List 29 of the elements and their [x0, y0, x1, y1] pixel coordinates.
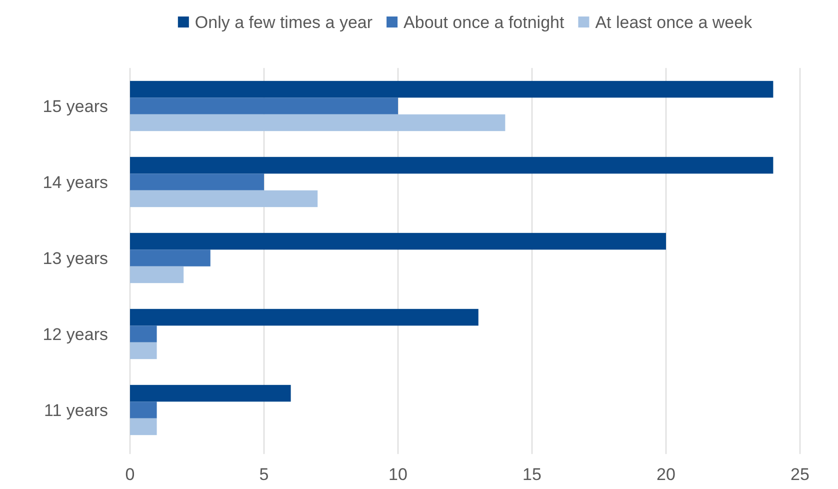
bar — [130, 250, 210, 266]
bar — [130, 308, 478, 326]
bar — [130, 418, 157, 436]
y-tick-label: 14 years — [42, 172, 108, 192]
x-tick-label: 0 — [125, 464, 135, 484]
x-tick-label: 25 — [790, 464, 810, 484]
bar — [130, 402, 157, 418]
bar — [130, 80, 774, 98]
y-tick-label: 15 years — [42, 96, 108, 116]
y-tick-label: 12 years — [42, 324, 108, 344]
legend-label: At least once a week — [595, 12, 753, 32]
y-tick-label: 11 years — [44, 400, 108, 420]
y-tick-label: 13 years — [42, 248, 108, 268]
bar — [130, 384, 291, 402]
x-tick-label: 20 — [656, 464, 676, 484]
x-tick-label: 5 — [259, 464, 269, 484]
bar — [130, 326, 157, 342]
bar — [130, 114, 506, 132]
legend-label: Only a few times a year — [194, 12, 373, 32]
bar — [130, 266, 184, 284]
bar — [130, 156, 774, 174]
x-tick-label: 15 — [522, 464, 542, 484]
legend-label: About once a fotnight — [404, 12, 564, 32]
bar — [130, 342, 157, 360]
bar — [130, 174, 264, 190]
bar — [130, 232, 666, 250]
bar — [130, 98, 398, 114]
bar — [130, 190, 318, 208]
x-tick-label: 10 — [388, 464, 408, 484]
